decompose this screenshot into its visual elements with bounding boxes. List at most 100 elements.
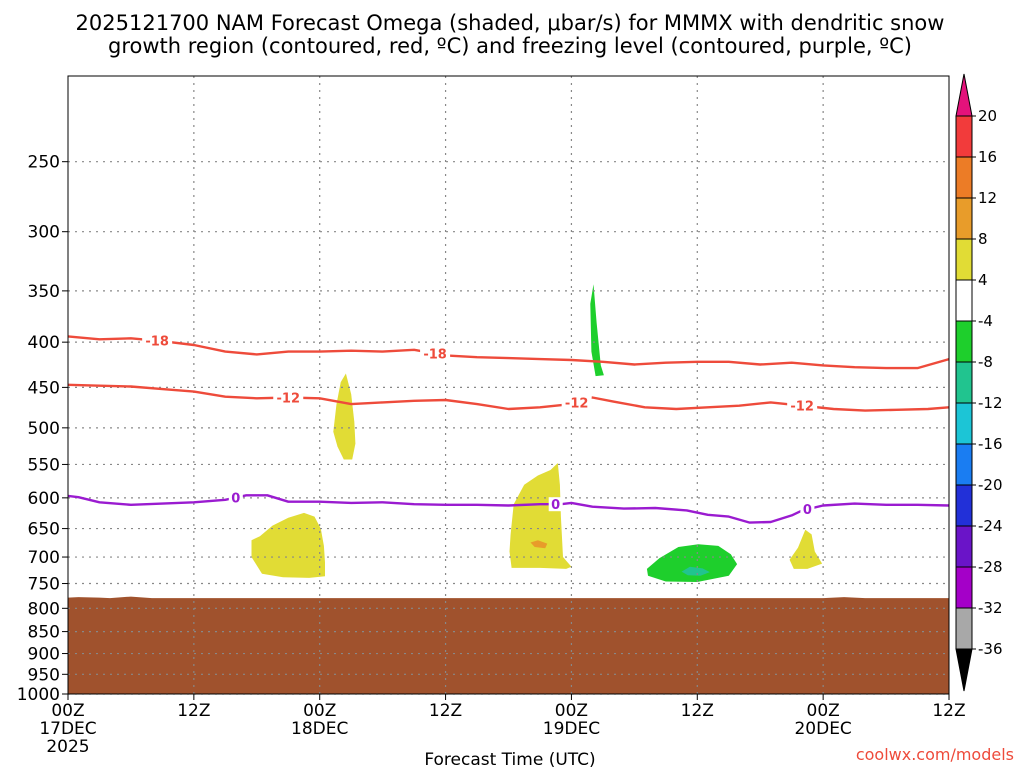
contour-label-0-1: 0: [551, 498, 560, 513]
omega-area-2: [509, 463, 572, 569]
colorbar-label-minus24: -24: [978, 517, 1003, 535]
colorbar-label-16: 16: [978, 148, 997, 166]
contour-label-bg: [273, 390, 304, 405]
colorbar-label-8: 8: [978, 230, 988, 248]
contour-line-temperature-0: [68, 335, 949, 370]
y-tick-label-350: 350: [28, 282, 60, 302]
y-tick-label-450: 450: [28, 378, 60, 398]
y-tick-label-550: 550: [28, 455, 60, 475]
colorbar-segment-0: [955, 607, 973, 650]
omega-shaded-areas: [251, 284, 823, 582]
y-tick-label-900: 900: [28, 645, 60, 665]
y-tick-label-600: 600: [28, 489, 60, 509]
colorbar-label-minus12: -12: [978, 394, 1003, 412]
y-tick-label-850: 850: [28, 623, 60, 643]
chart-title-line-1: 2025121700 NAM Forecast Omega (shaded, μ…: [76, 11, 945, 35]
y-tick-label-950: 950: [28, 665, 60, 685]
omega-area-3: [530, 540, 548, 549]
contour-label-bg: [787, 398, 818, 413]
terrain-fill: [68, 596, 949, 694]
colorbar-label-20: 20: [978, 107, 997, 125]
y-tick-label-250: 250: [28, 153, 60, 173]
omega-area-5: [590, 284, 604, 377]
y-tick-label-300: 300: [28, 223, 60, 243]
omega-area-1: [333, 373, 356, 460]
colorbar-label-minus4: -4: [978, 312, 993, 330]
contour-labels: -18 -18 -12 -12 -12 0 0 0: [142, 333, 818, 518]
colorbar-label-minus8: -8: [978, 353, 993, 371]
credit-text: coolwx.com/models: [856, 745, 1014, 764]
x-tick-label-6-2: 20DEC: [794, 719, 851, 739]
plot-border: [67, 75, 950, 695]
contour-label-bg: [561, 395, 592, 410]
y-tick-label-400: 400: [28, 333, 60, 353]
contour-label-0-2: 0: [803, 503, 812, 518]
colorbar-label-4: 4: [978, 271, 988, 289]
x-tick-label-0-3: 2025: [46, 737, 89, 757]
colorbar-segment-3: [955, 484, 973, 527]
contour-label-bg: [420, 346, 451, 361]
omega-area-4: [789, 529, 823, 569]
colorbar-segment-4: [955, 443, 973, 486]
colorbar-label-minus16: -16: [978, 435, 1003, 453]
x-tick-label-3-1: 12Z: [429, 701, 462, 721]
terrain-layer: [68, 596, 949, 694]
colorbar-label-minus32: -32: [978, 599, 1003, 617]
y-tick-label-500: 500: [28, 419, 60, 439]
omega-area-6: [646, 544, 738, 582]
x-tick-label-2-1: 00Z: [303, 701, 336, 721]
x-tick-label-2-2: 18DEC: [291, 719, 348, 739]
plot-frame: [67, 75, 950, 695]
x-tick-label-5-1: 12Z: [681, 701, 714, 721]
contour-lines: [68, 335, 949, 524]
colorbar-segment-8: [955, 279, 973, 322]
colorbar-segment-9: [955, 238, 973, 281]
contour-line-freezing-2: [68, 494, 949, 524]
contour-label-minus12-2: -12: [790, 400, 814, 415]
colorbar-label-minus20: -20: [978, 476, 1003, 494]
contour-label-bg: [142, 333, 173, 348]
x-tick-label-7-1: 12Z: [932, 701, 965, 721]
colorbar-segment-11: [955, 156, 973, 199]
colorbar-high-arrow: [955, 73, 973, 117]
omega-area-7: [681, 566, 710, 576]
colorbar-segment-10: [955, 197, 973, 240]
y-tick-label-650: 650: [28, 520, 60, 540]
colorbar-segment-7: [955, 320, 973, 363]
colorbar-segment-5: [955, 402, 973, 445]
y-tick-label-800: 800: [28, 599, 60, 619]
colorbar-segment-2: [955, 525, 973, 568]
contour-label-0-0: 0: [231, 492, 240, 507]
contour-label-bg: [228, 490, 243, 505]
colorbar-label-12: 12: [978, 189, 997, 207]
omega-colorbar: 20 16 12 8 4 -4 -8 -12 -16 -20 -24 -28 -32 -36: [955, 73, 1003, 692]
contour-label-minus18-0: -18: [145, 335, 169, 350]
x-tick-label-4-2: 19DEC: [543, 719, 600, 739]
grid-lines: [68, 76, 949, 695]
contour-label-minus12-1: -12: [565, 396, 589, 411]
colorbar-label-minus36: -36: [978, 640, 1003, 658]
x-tick-label-4-1: 00Z: [555, 701, 588, 721]
contour-label-minus12-0: -12: [277, 391, 301, 406]
colorbar-segment-1: [955, 566, 973, 609]
colorbar-segment-6: [955, 361, 973, 404]
x-tick-label-1-1: 12Z: [177, 701, 210, 721]
contour-label-bg: [800, 502, 815, 517]
chart-title-line-2: growth region (contoured, red, ºC) and f…: [108, 34, 912, 58]
x-tick-label-0-1: 00Z: [51, 701, 84, 721]
colorbar-low-arrow: [955, 648, 973, 692]
x-tick-label-0-2: 17DEC: [39, 719, 96, 739]
y-tick-label-750: 750: [28, 575, 60, 595]
colorbar-segment-12: [955, 115, 973, 158]
omega-area-0: [251, 512, 325, 578]
y-tick-label-1000: 1000: [17, 685, 60, 705]
x-axis-label: Forecast Time (UTC): [424, 750, 595, 768]
colorbar-label-minus28: -28: [978, 558, 1003, 576]
x-tick-label-6-1: 00Z: [807, 701, 840, 721]
y-tick-label-700: 700: [28, 548, 60, 568]
y-axis-ticks: 2503003504004505005506006507007508008509…: [17, 153, 68, 705]
contour-label-bg: [548, 497, 563, 512]
contour-label-minus18-1: -18: [423, 348, 447, 363]
